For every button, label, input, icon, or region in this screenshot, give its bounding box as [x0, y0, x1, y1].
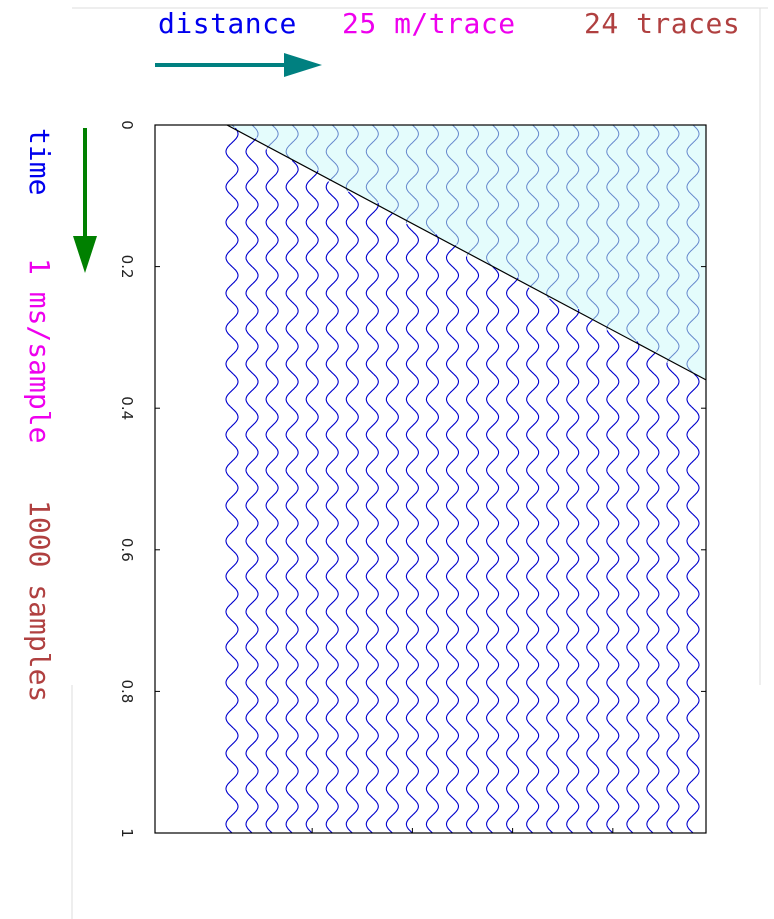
y-tick-label: 0.4 [118, 396, 136, 420]
trace-line [285, 159, 299, 834]
sample-count-label: 1000 samples [23, 500, 56, 703]
trace-line [586, 319, 600, 834]
trace-shaded-segment [566, 124, 580, 309]
trace-group [225, 124, 700, 834]
trace-line [606, 330, 620, 834]
trace-line [245, 138, 259, 834]
trace-shaded-segment [666, 124, 680, 363]
trace-shaded-segment [345, 124, 359, 192]
trace-shaded-segment [626, 124, 640, 341]
time-axis-ticks: 0 0.2 0.4 0.6 0.8 1 [118, 120, 706, 838]
time-label: time [23, 128, 56, 196]
trace-line [365, 202, 379, 834]
trace-line [686, 373, 700, 834]
trace-shaded-segment [325, 124, 339, 182]
trace-line [626, 340, 640, 834]
trace-shaded-segment [305, 124, 319, 170]
trace-line [305, 170, 319, 834]
trace-line [445, 245, 460, 834]
y-tick-label: 0.2 [118, 255, 136, 279]
direct-arrival-line [226, 124, 707, 381]
trace-shaded-segment [365, 124, 379, 203]
trace-count-label: 24 traces [584, 7, 741, 40]
trace-shaded-segment [526, 124, 540, 288]
trace-line [405, 223, 419, 834]
trace-shaded-segment [251, 124, 259, 138]
trace-shaded-segment [606, 124, 620, 330]
trace-shaded-segment [285, 124, 299, 160]
trace-shaded-segment [546, 124, 560, 299]
y-tick-label: 0.8 [118, 679, 136, 703]
trace-line [425, 233, 439, 834]
trace-shaded-segment [646, 124, 660, 352]
y-tick-label: 1 [118, 828, 136, 838]
trace-line [666, 362, 680, 834]
trace-line [225, 127, 239, 834]
trace-shaded-segment [425, 124, 439, 234]
trace-shaded-segment [686, 124, 700, 374]
trace-shaded-segment [446, 124, 460, 245]
trace-line [546, 298, 560, 834]
trace-shaded-segment [385, 124, 399, 213]
trace-line [526, 287, 540, 834]
distance-label: distance [158, 7, 297, 40]
trace-line [325, 181, 339, 834]
trace-line [465, 256, 480, 834]
y-tick-label: 0.6 [118, 538, 136, 562]
trace-shaded-segment [266, 124, 279, 149]
trace-line [486, 266, 500, 834]
trace-shaded-segment [506, 124, 520, 277]
trace-line [385, 212, 399, 834]
y-tick-label: 0 [118, 120, 136, 130]
distance-rate-label: 25 m/trace [342, 7, 516, 40]
right-arrow-icon [155, 53, 322, 77]
down-arrow-icon [73, 128, 97, 273]
trace-line [345, 191, 359, 834]
trace-shaded-segment [405, 124, 419, 224]
trace-line [566, 308, 580, 834]
trace-shaded-segment [586, 124, 600, 320]
time-rate-label: 1 ms/sample [23, 258, 56, 444]
trace-line [646, 351, 660, 834]
trace-shaded-segment [486, 124, 500, 267]
trace-line [506, 277, 520, 834]
plot-frame [154, 124, 707, 834]
trace-shaded-segment [465, 124, 479, 256]
trace-line [265, 149, 279, 834]
